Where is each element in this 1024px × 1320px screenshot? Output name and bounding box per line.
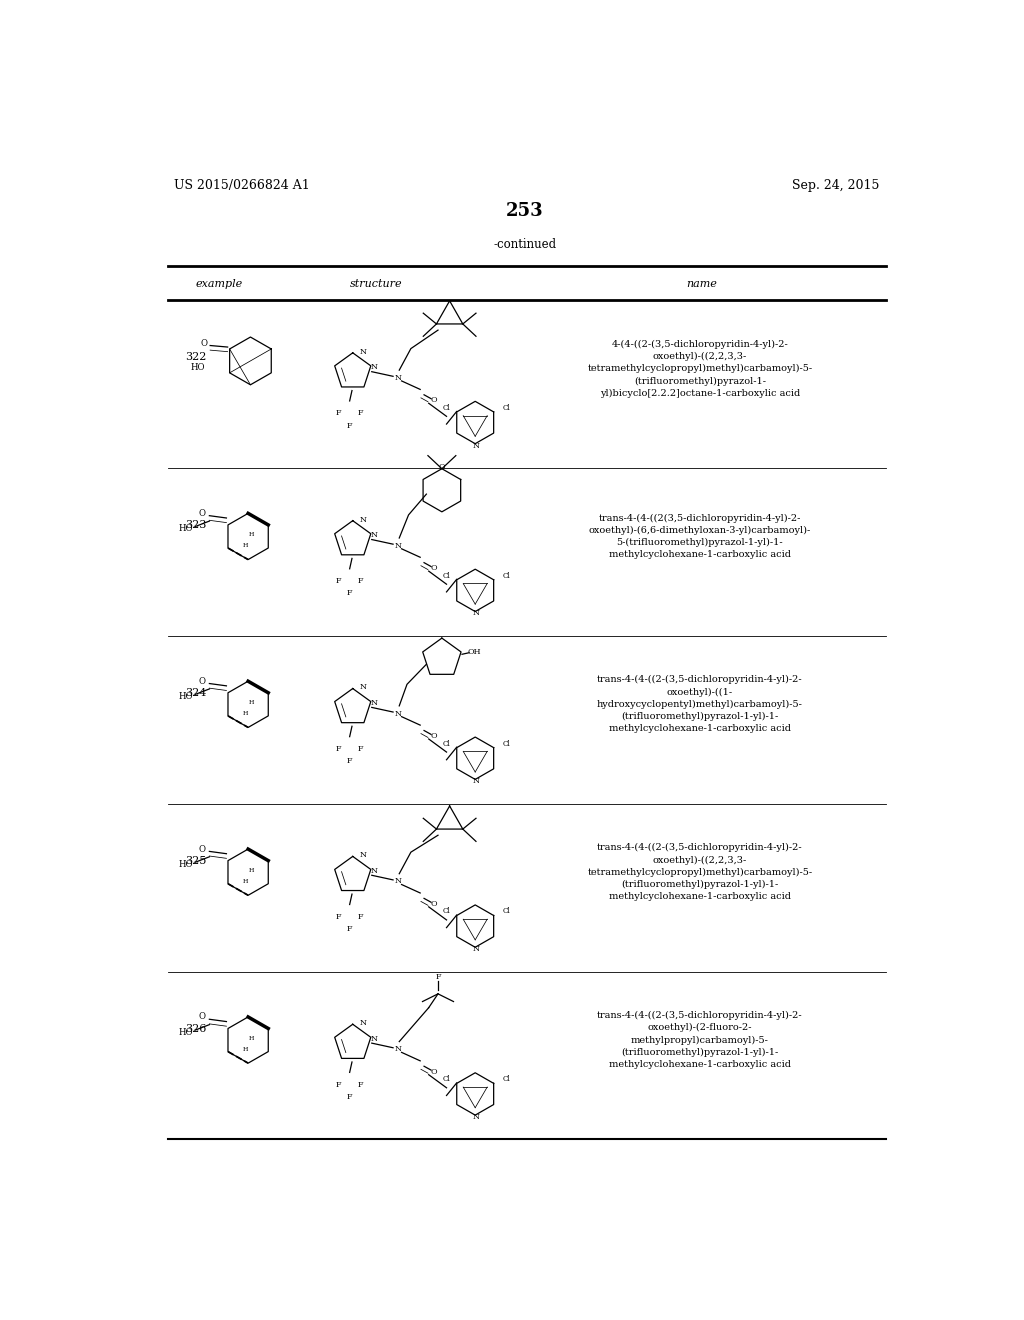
Text: O: O — [198, 845, 205, 854]
Text: F: F — [336, 913, 342, 921]
Text: H: H — [249, 532, 254, 537]
Text: O: O — [431, 1068, 437, 1076]
Text: HO: HO — [179, 861, 194, 869]
Text: trans-4-(4-((2-(3,5-dichloropyridin-4-yl)-2-
oxoethyl)-((2,2,3,3-
tetramethylcyc: trans-4-(4-((2-(3,5-dichloropyridin-4-yl… — [588, 843, 812, 902]
Text: H: H — [249, 1036, 254, 1041]
Text: N: N — [359, 516, 367, 524]
Text: 322: 322 — [185, 352, 207, 362]
Text: F: F — [347, 925, 352, 933]
Text: N: N — [394, 374, 401, 381]
Text: N: N — [472, 945, 479, 953]
Text: F: F — [347, 758, 352, 766]
Text: trans-4-(4-((2-(3,5-dichloropyridin-4-yl)-2-
oxoethyl)-((1-
hydroxycyclopentyl)m: trans-4-(4-((2-(3,5-dichloropyridin-4-yl… — [597, 676, 803, 734]
Text: 4-(4-((2-(3,5-dichloropyridin-4-yl)-2-
oxoethyl)-((2,2,3,3-
tetramethylcycloprop: 4-(4-((2-(3,5-dichloropyridin-4-yl)-2- o… — [588, 339, 812, 397]
Text: 325: 325 — [185, 855, 207, 866]
Text: Cl: Cl — [442, 1076, 451, 1084]
Text: Cl: Cl — [442, 572, 451, 579]
Text: H: H — [243, 544, 248, 548]
Text: trans-4-(4-((2-(3,5-dichloropyridin-4-yl)-2-
oxoethyl)-(2-fluoro-2-
methylpropyl: trans-4-(4-((2-(3,5-dichloropyridin-4-yl… — [597, 1011, 803, 1069]
Text: N: N — [359, 347, 367, 355]
Text: -continued: -continued — [494, 238, 556, 251]
Text: N: N — [394, 878, 401, 886]
Text: Cl: Cl — [502, 572, 510, 579]
Text: F: F — [357, 744, 364, 752]
Text: OH: OH — [468, 648, 481, 656]
Text: name: name — [686, 279, 717, 289]
Text: O: O — [201, 339, 208, 348]
Text: N: N — [472, 777, 479, 785]
Text: F: F — [336, 1081, 342, 1089]
Text: F: F — [347, 590, 352, 598]
Text: N: N — [472, 442, 479, 450]
Text: structure: structure — [349, 279, 402, 289]
Text: O: O — [431, 731, 437, 741]
Text: N: N — [370, 698, 377, 706]
Text: N: N — [394, 1045, 401, 1053]
Text: N: N — [472, 610, 479, 618]
Text: N: N — [394, 541, 401, 549]
Text: F: F — [336, 409, 342, 417]
Text: N: N — [370, 867, 377, 875]
Text: US 2015/0266824 A1: US 2015/0266824 A1 — [174, 178, 310, 191]
Text: Cl: Cl — [442, 404, 451, 412]
Text: Cl: Cl — [502, 404, 510, 412]
Text: N: N — [370, 531, 377, 539]
Text: N: N — [359, 684, 367, 692]
Text: O: O — [431, 396, 437, 404]
Text: HO: HO — [179, 1028, 194, 1036]
Text: F: F — [435, 973, 440, 981]
Text: HO: HO — [179, 692, 194, 701]
Text: 326: 326 — [185, 1023, 207, 1034]
Text: O: O — [198, 510, 205, 517]
Text: trans-4-(4-((2(3,5-dichloropyridin-4-yl)-2-
oxoethyl)-(6,6-dimethyloxan-3-yl)car: trans-4-(4-((2(3,5-dichloropyridin-4-yl)… — [589, 513, 811, 560]
Text: F: F — [357, 577, 364, 585]
Text: N: N — [472, 1113, 479, 1121]
Text: H: H — [249, 869, 254, 873]
Text: Cl: Cl — [502, 1076, 510, 1084]
Text: O: O — [198, 1012, 205, 1022]
Text: N: N — [359, 1019, 367, 1027]
Text: Cl: Cl — [502, 907, 510, 916]
Text: Cl: Cl — [502, 739, 510, 747]
Text: Cl: Cl — [442, 907, 451, 916]
Text: O: O — [431, 564, 437, 572]
Text: F: F — [357, 409, 364, 417]
Text: F: F — [347, 1093, 352, 1101]
Text: F: F — [357, 913, 364, 921]
Text: H: H — [243, 1047, 248, 1052]
Text: HO: HO — [179, 524, 194, 533]
Text: example: example — [196, 279, 243, 289]
Text: N: N — [370, 1035, 377, 1043]
Text: HO: HO — [190, 363, 205, 371]
Text: F: F — [357, 1081, 364, 1089]
Text: 253: 253 — [506, 202, 544, 219]
Text: N: N — [370, 363, 377, 371]
Text: O: O — [438, 463, 445, 471]
Text: H: H — [243, 711, 248, 715]
Text: H: H — [249, 701, 254, 705]
Text: F: F — [347, 421, 352, 429]
Text: F: F — [336, 744, 342, 752]
Text: 324: 324 — [185, 688, 207, 698]
Text: N: N — [359, 851, 367, 859]
Text: O: O — [431, 900, 437, 908]
Text: Sep. 24, 2015: Sep. 24, 2015 — [793, 178, 880, 191]
Text: Cl: Cl — [442, 739, 451, 747]
Text: 323: 323 — [185, 520, 207, 529]
Text: O: O — [198, 677, 205, 685]
Text: F: F — [336, 577, 342, 585]
Text: N: N — [394, 710, 401, 718]
Text: H: H — [243, 879, 248, 884]
